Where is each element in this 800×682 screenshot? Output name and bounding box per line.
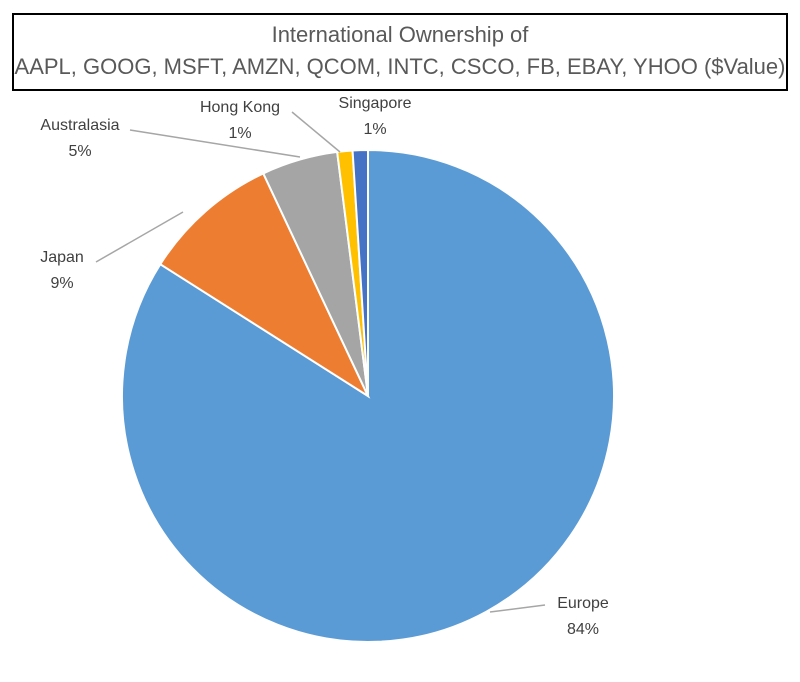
slice-value-label: 84% <box>567 621 599 638</box>
slice-label: Australasia <box>40 117 119 134</box>
leader-line <box>95 211 184 263</box>
leader-line <box>489 604 546 613</box>
title-box <box>12 13 788 91</box>
slice-label: Singapore <box>339 95 412 112</box>
slice-value-label: 1% <box>363 121 386 138</box>
leader-line <box>129 129 301 158</box>
slice-label: Europe <box>557 595 609 612</box>
slice-label: Hong Kong <box>200 99 280 116</box>
pie-slice <box>351 148 369 397</box>
slice-value-label: 9% <box>50 275 73 292</box>
slice-value-label: 5% <box>68 143 91 160</box>
leader-line <box>291 111 341 153</box>
chart-title: International Ownership of <box>272 22 530 47</box>
chart-title: AAPL, GOOG, MSFT, AMZN, QCOM, INTC, CSCO… <box>15 54 786 79</box>
slice-label: Japan <box>40 249 84 266</box>
slice-value-label: 1% <box>228 125 251 142</box>
pie-slice <box>158 172 371 399</box>
